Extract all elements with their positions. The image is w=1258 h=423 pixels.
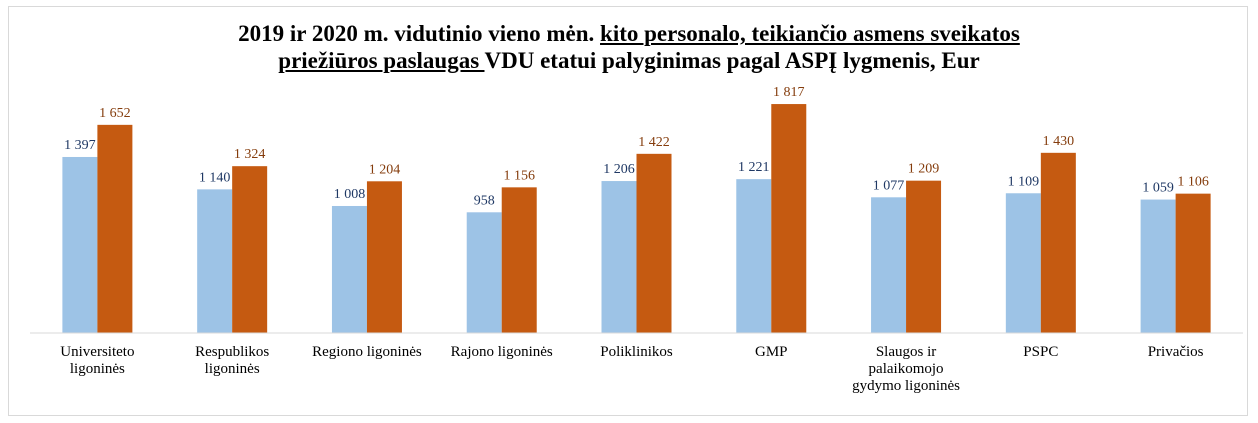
bar [331, 205, 367, 333]
x-tick-label: Privačios [1147, 344, 1204, 360]
bar [62, 156, 98, 333]
bar [736, 179, 772, 333]
value-label: 1 206 [603, 162, 635, 177]
value-label: 1 109 [1008, 174, 1040, 189]
title-segment: priežiūros paslaugas [278, 48, 485, 73]
bar [601, 181, 637, 333]
title-segment: kito personalo, teikiančio asmens sveika… [600, 21, 1020, 46]
value-label: 1 106 [1177, 175, 1209, 190]
title-line: 2019 ir 2020 m. vidutinio vieno mėn. kit… [0, 20, 1258, 47]
value-label: 1 817 [773, 85, 805, 100]
chart-frame [8, 6, 1248, 416]
bar [466, 212, 502, 333]
bar [771, 104, 807, 333]
value-label: 1 077 [873, 178, 905, 193]
bar [1005, 193, 1041, 333]
bar [232, 166, 268, 333]
x-tick-label: Respublikos ligoninės [195, 344, 270, 377]
title-line: priežiūros paslaugas VDU etatui palygini… [0, 47, 1258, 74]
x-tick-label: Rajono ligoninės [450, 344, 553, 360]
x-tick-label: Universiteto ligoninės [60, 344, 135, 377]
x-tick-label: Poliklinikos [600, 344, 673, 360]
value-label: 1 059 [1142, 181, 1174, 196]
bar [636, 153, 672, 333]
bar [501, 187, 537, 333]
chart-title: 2019 ir 2020 m. vidutinio vieno mėn. kit… [0, 20, 1258, 74]
value-label: 1 652 [99, 106, 131, 121]
x-tick-label: GMP [755, 344, 788, 360]
bar [97, 124, 133, 334]
value-label: 1 209 [908, 162, 940, 177]
title-segment: VDU etatui palyginimas pagal ASPĮ lygmen… [484, 48, 980, 73]
bar [1175, 193, 1211, 333]
value-label: 1 156 [503, 168, 535, 183]
x-tick-label: PSPC [1023, 344, 1059, 360]
bar [197, 189, 233, 333]
bar [906, 180, 942, 333]
value-label: 1 008 [334, 187, 366, 202]
bar [871, 197, 907, 333]
bar [366, 181, 402, 333]
value-label: 958 [474, 193, 495, 208]
value-label: 1 397 [64, 138, 96, 153]
bar [1040, 152, 1076, 333]
title-segment: 2019 ir 2020 m. vidutinio vieno mėn. [238, 21, 601, 46]
x-tick-label: Regiono ligoninės [312, 344, 422, 360]
value-label: 1 221 [738, 160, 770, 175]
bar [1140, 199, 1176, 333]
value-label: 1 324 [234, 147, 266, 162]
x-tick-label: Slaugos ir palaikomojo gydymo ligoninės [852, 344, 960, 394]
value-label: 1 140 [199, 170, 231, 185]
value-label: 1 430 [1043, 134, 1075, 149]
value-label: 1 204 [369, 162, 401, 177]
value-label: 1 422 [638, 135, 670, 150]
